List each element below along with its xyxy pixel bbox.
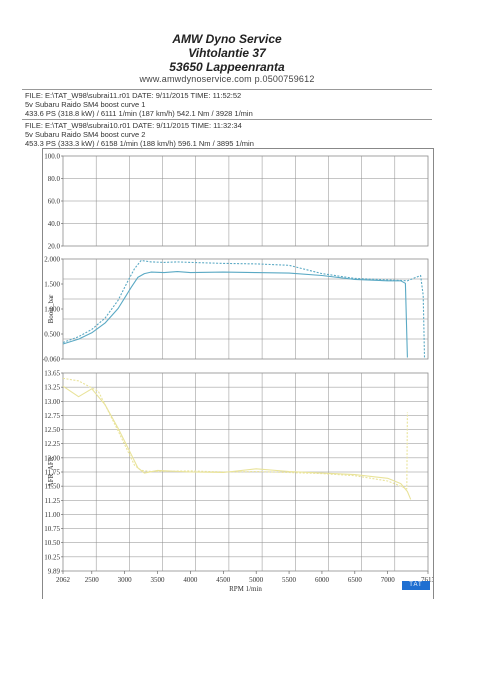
x-tick-label: 6000 — [315, 576, 330, 584]
run-2-power: 453.3 PS (333.3 kW) / 6158 1/min (188 km… — [25, 139, 254, 148]
y-tick-label: 11.75 — [45, 469, 61, 477]
y-tick-label: 2.000 — [44, 256, 60, 264]
run-info-1: FILE: E:\TAT_W98\subrai11.r01 DATE: 9/11… — [22, 89, 432, 120]
y-tick-label: 11.25 — [45, 497, 61, 505]
x-tick-label: 4500 — [216, 576, 231, 584]
y-axis-label: Boost_bar — [47, 294, 55, 323]
y-tick-label: 12.75 — [44, 412, 60, 420]
afr-series-1 — [62, 385, 412, 500]
boost-series-2 — [62, 259, 426, 358]
run-2-file: FILE: E:\TAT_W98\subrai10.r01 DATE: 9/11… — [25, 121, 242, 130]
chart-panel-2: 2.000 1.500 1.000 0.500 -0.060 Boost_bar — [43, 256, 429, 364]
run-2-name: 5v Subaru Raido SM4 boost curve 2 — [25, 130, 146, 139]
chart-panel-1: 100.0 80.0 60.0 40.0 20.0 — [44, 153, 429, 251]
run-info-2: FILE: E:\TAT_W98\subrai10.r01 DATE: 9/11… — [22, 119, 432, 150]
y-tick-label: 20.0 — [48, 243, 61, 251]
y-tick-label: 9.89 — [48, 568, 61, 576]
x-tick-label: 3000 — [118, 576, 133, 584]
y-tick-label: 1.500 — [44, 281, 60, 289]
chart-panel-3: 13.65 13.25 13.00 12.75 12.50 12.25 12.00 11.75… — [44, 370, 429, 576]
y-tick-label: 10.25 — [44, 553, 60, 561]
y-axis-label: AFR_AFR — [47, 456, 55, 487]
y-tick-label: 80.0 — [48, 175, 61, 183]
x-tick-label: 6500 — [348, 576, 363, 584]
company-city: 53650 Lappeenranta — [169, 60, 285, 74]
y-tick-label: 12.25 — [44, 440, 60, 448]
y-tick-label: 13.65 — [44, 370, 60, 378]
y-tick-label: 13.25 — [44, 384, 60, 392]
y-tick-label: -0.060 — [43, 356, 60, 364]
y-tick-label: 40.0 — [48, 220, 61, 228]
boost-series-1 — [62, 271, 408, 358]
y-tick-label: 0.500 — [44, 331, 60, 339]
dyno-chart-frame: 100.0 80.0 60.0 40.0 20.0 2.000 1.500 1.000 0.50… — [42, 148, 434, 599]
x-tick-label: 2062 — [56, 576, 71, 584]
y-tick-label: 10.50 — [44, 539, 60, 547]
run-1-file: FILE: E:\TAT_W98\subrai11.r01 DATE: 9/11… — [25, 91, 242, 100]
x-tick-label: 7613 — [421, 576, 433, 584]
y-tick-label: 13.00 — [44, 398, 60, 406]
company-website: www.amwdynoservice.com p.0500759612 — [139, 74, 315, 84]
x-tick-label: 2500 — [85, 576, 100, 584]
y-tick-label: 12.00 — [44, 454, 60, 462]
x-tick-label: 5000 — [249, 576, 263, 584]
dyno-chart: 100.0 80.0 60.0 40.0 20.0 2.000 1.500 1.000 0.50… — [43, 153, 433, 594]
run-1-name: 5v Subaru Raido SM4 boost curve 1 — [25, 100, 146, 109]
company-street: Vihtolantie 37 — [188, 46, 266, 60]
y-tick-label: 1.000 — [44, 306, 60, 314]
y-tick-label: 11.50 — [45, 483, 61, 491]
x-tick-label: 7000 — [381, 576, 396, 584]
x-tick-label: 5500 — [282, 576, 297, 584]
y-tick-label: 11.00 — [45, 511, 61, 519]
company-name: AMW Dyno Service — [172, 32, 282, 46]
afr-series-2 — [62, 377, 408, 490]
y-tick-label: 12.50 — [44, 426, 60, 434]
y-tick-label: 60.0 — [48, 198, 61, 206]
y-tick-label: 10.75 — [44, 525, 60, 533]
x-tick-label: 4000 — [183, 576, 198, 584]
tat-badge: TAT — [402, 581, 430, 590]
x-tick-label: 3500 — [151, 576, 166, 584]
y-tick-label: 100.0 — [44, 153, 60, 161]
run-1-power: 433.6 PS (318.8 kW) / 6111 1/min (187 km… — [25, 109, 253, 118]
dyno-report-sheet: AMW Dyno Service Vihtolantie 37 53650 La… — [22, 30, 434, 599]
x-axis-label: RPM 1/min — [229, 585, 262, 593]
